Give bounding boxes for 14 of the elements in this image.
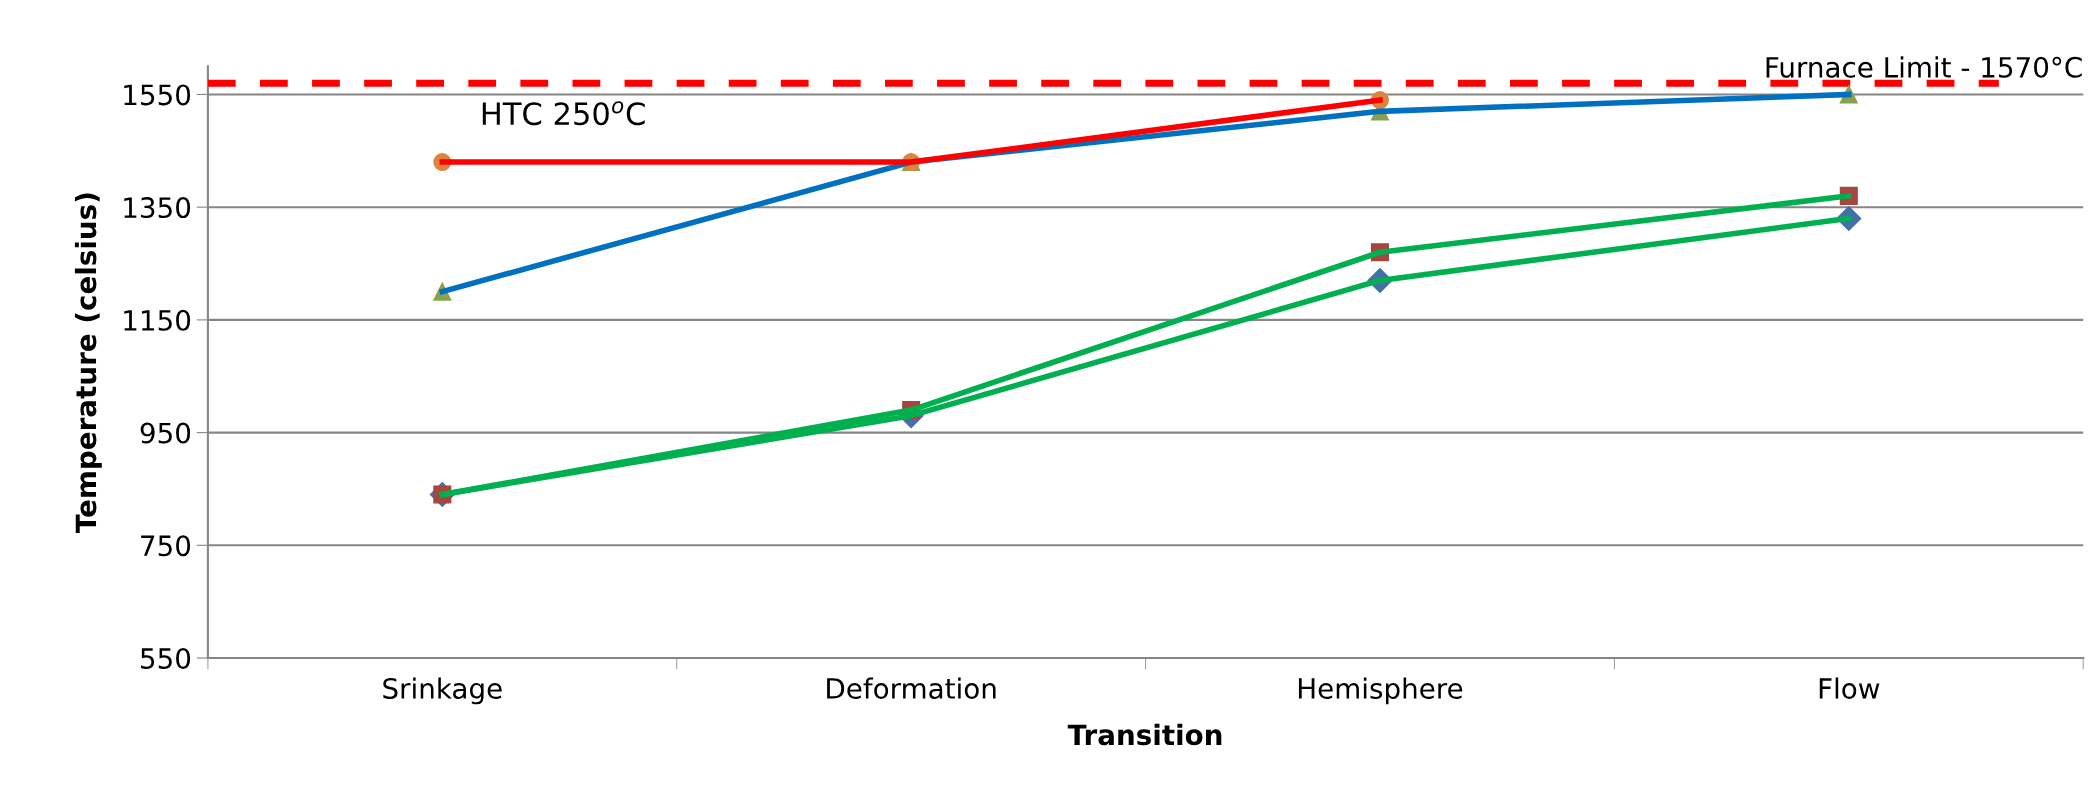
x-tick-label: Hemisphere bbox=[1298, 677, 1463, 705]
x-tick-label: Flow bbox=[1819, 677, 1880, 699]
ref-line-label: Furnace Limit - 1570°C bbox=[1766, 56, 2082, 78]
y-tick-label: 550 bbox=[141, 647, 191, 669]
x-axis-title: Transition bbox=[1067, 723, 1222, 746]
x-tick-label: Srinkage bbox=[383, 677, 502, 705]
y-tick-label: 1550 bbox=[124, 84, 191, 106]
y-tick-label: 1150 bbox=[124, 309, 191, 331]
y-tick-label: 750 bbox=[141, 535, 191, 557]
y-tick-label: 1350 bbox=[124, 197, 191, 219]
annotation: HTC 250$^{o}$C bbox=[482, 101, 645, 126]
x-tick-label: Deformation bbox=[827, 677, 996, 699]
y-axis-title: Temperature (celsius) bbox=[74, 193, 102, 534]
y-tick-label: 950 bbox=[140, 422, 191, 444]
